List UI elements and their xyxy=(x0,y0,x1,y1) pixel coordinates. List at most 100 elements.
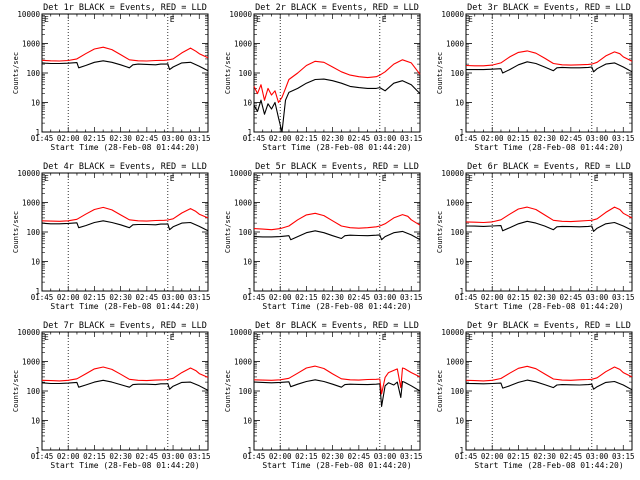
x-tick-label: 02:45 xyxy=(136,452,159,461)
series-lld-line xyxy=(253,212,421,231)
series-events-line xyxy=(41,379,209,391)
x-tick-label: 03:00 xyxy=(374,134,397,143)
y-tick-label: 1000 xyxy=(22,358,41,367)
x-tick-label: 02:15 xyxy=(295,452,318,461)
y-tick-label: 100 xyxy=(238,387,252,396)
x-tick-label: 02:00 xyxy=(481,293,504,302)
x-tick-label: 03:00 xyxy=(374,293,397,302)
x-tick-label: 02:30 xyxy=(321,452,344,461)
y-tick-label: 10 xyxy=(455,258,465,267)
plot-frame xyxy=(41,172,209,292)
y-tick-label: 1000 xyxy=(446,199,465,208)
x-tick-label: 02:45 xyxy=(560,134,583,143)
y-tick-label: 100 xyxy=(450,228,464,237)
y-tick-label: 10000 xyxy=(229,10,252,19)
x-tick-label: 02:30 xyxy=(321,134,344,143)
corner-marker-left: E xyxy=(256,333,261,342)
y-tick-label: 10000 xyxy=(441,10,464,19)
y-tick-label: 1 xyxy=(247,128,252,137)
y-tick-label: 1000 xyxy=(234,358,253,367)
series-lld-line xyxy=(253,365,421,395)
y-axis-label: Counts/sec xyxy=(12,211,20,253)
y-tick-label: 1 xyxy=(247,287,252,296)
y-tick-label: 100 xyxy=(26,387,40,396)
x-tick-label: 03:15 xyxy=(400,293,423,302)
panel-title: Det 3r BLACK = Events, RED = LLD xyxy=(467,3,631,13)
x-tick-label: 02:45 xyxy=(136,134,159,143)
corner-marker-right: E xyxy=(170,333,175,342)
x-tick-label: 02:15 xyxy=(83,452,106,461)
x-axis-label: Start Time (28-Feb-08 01:44:20) xyxy=(262,461,411,470)
panel-title: Det 9r BLACK = Events, RED = LLD xyxy=(467,321,631,331)
x-tick-label: 02:00 xyxy=(269,134,292,143)
x-tick-label: 03:00 xyxy=(162,293,185,302)
x-tick-label: 02:15 xyxy=(83,134,106,143)
y-tick-label: 10000 xyxy=(17,328,40,337)
x-tick-label: 03:15 xyxy=(188,293,211,302)
panel-8: Det 8r BLACK = Events, RED = LLD 1 10 100 10… xyxy=(224,321,423,470)
x-tick-label: 02:00 xyxy=(269,293,292,302)
series-events-line xyxy=(466,61,633,74)
x-tick-label: 02:00 xyxy=(481,134,504,143)
x-tick-label: 01:45 xyxy=(243,134,266,143)
corner-marker-left: E xyxy=(256,174,261,183)
series-lld-line xyxy=(465,206,633,224)
corner-marker-right: E xyxy=(382,333,387,342)
x-tick-label: 03:15 xyxy=(612,452,635,461)
x-tick-label: 02:30 xyxy=(109,134,132,143)
panel-title: Det 8r BLACK = Events, RED = LLD xyxy=(255,321,419,331)
x-tick-label: 03:15 xyxy=(188,134,211,143)
y-tick-label: 1 xyxy=(247,446,252,455)
y-tick-label: 1 xyxy=(459,287,464,296)
x-tick-label: 02:45 xyxy=(560,452,583,461)
panel-3: Det 3r BLACK = Events, RED = LLD 1 10 100 10… xyxy=(436,3,635,152)
x-axis-label: Start Time (28-Feb-08 01:44:20) xyxy=(50,461,199,470)
x-tick-label: 03:00 xyxy=(162,452,185,461)
panel-title: Det 1r BLACK = Events, RED = LLD xyxy=(43,3,207,13)
corner-marker-right: E xyxy=(594,15,599,24)
x-tick-label: 02:15 xyxy=(507,134,530,143)
x-tick-label: 03:00 xyxy=(586,293,609,302)
x-tick-label: 02:00 xyxy=(57,134,80,143)
y-axis-label: Counts/sec xyxy=(224,52,232,94)
x-tick-label: 03:00 xyxy=(374,452,397,461)
panel-2: Det 2r BLACK = Events, RED = LLD 1 10 100 10… xyxy=(224,3,423,152)
y-axis-label: Counts/sec xyxy=(436,211,444,253)
series-events-line xyxy=(465,220,633,232)
y-tick-label: 10000 xyxy=(17,10,40,19)
panel-7: Det 7r BLACK = Events, RED = LLD 1 10 100 10… xyxy=(12,321,211,470)
x-tick-label: 02:45 xyxy=(136,293,159,302)
series-events-line xyxy=(253,230,421,241)
corner-marker-left: E xyxy=(468,15,473,24)
series-events-line xyxy=(41,60,209,72)
series-events-line xyxy=(253,379,421,407)
corner-marker-left: E xyxy=(256,15,261,24)
x-axis-label: Start Time (28-Feb-08 01:44:20) xyxy=(474,461,623,470)
y-tick-label: 10000 xyxy=(441,328,464,337)
y-tick-label: 100 xyxy=(450,387,464,396)
panel-4: Det 4r BLACK = Events, RED = LLD 1 10 100 10… xyxy=(12,162,211,311)
x-tick-label: 02:45 xyxy=(560,293,583,302)
plot-frame xyxy=(41,13,209,133)
x-tick-label: 02:30 xyxy=(533,293,556,302)
y-axis-label: Counts/sec xyxy=(436,370,444,412)
y-tick-label: 1 xyxy=(35,446,40,455)
corner-marker-left: E xyxy=(44,174,49,183)
x-tick-label: 03:15 xyxy=(400,134,423,143)
x-tick-label: 02:00 xyxy=(269,452,292,461)
corner-marker-right: E xyxy=(594,333,599,342)
corner-marker-right: E xyxy=(170,15,175,24)
y-tick-label: 1 xyxy=(459,446,464,455)
corner-marker-left: E xyxy=(468,174,473,183)
x-axis-label: Start Time (28-Feb-08 01:44:20) xyxy=(50,143,199,152)
panel-title: Det 4r BLACK = Events, RED = LLD xyxy=(43,162,207,172)
x-tick-label: 02:45 xyxy=(348,293,371,302)
x-tick-label: 02:15 xyxy=(83,293,106,302)
series-lld-line xyxy=(41,46,209,62)
x-tick-label: 03:15 xyxy=(400,452,423,461)
y-tick-label: 1 xyxy=(459,128,464,137)
y-tick-label: 100 xyxy=(238,228,252,237)
series-lld-line xyxy=(465,50,633,67)
corner-marker-left: E xyxy=(44,15,49,24)
